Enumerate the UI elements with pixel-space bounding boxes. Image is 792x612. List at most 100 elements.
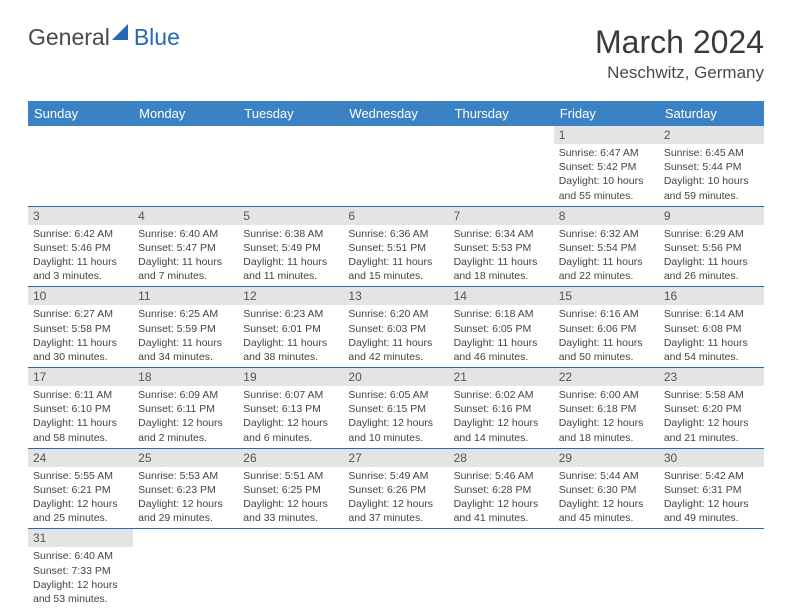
logo: General Blue	[28, 24, 180, 51]
daylight-text-2: and 45 minutes.	[559, 511, 654, 525]
daylight-text-1: Daylight: 12 hours	[138, 416, 233, 430]
daylight-text-1: Daylight: 10 hours	[559, 174, 654, 188]
sunrise-text: Sunrise: 6:23 AM	[243, 307, 338, 321]
daylight-text-2: and 33 minutes.	[243, 511, 338, 525]
day-content: Sunrise: 6:02 AMSunset: 6:16 PMDaylight:…	[449, 386, 554, 448]
sunset-text: Sunset: 6:11 PM	[138, 402, 233, 416]
calendar-day	[343, 126, 448, 206]
day-content: Sunrise: 6:23 AMSunset: 6:01 PMDaylight:…	[238, 305, 343, 367]
sunset-text: Sunset: 6:23 PM	[138, 483, 233, 497]
day-content: Sunrise: 6:29 AMSunset: 5:56 PMDaylight:…	[659, 225, 764, 287]
sunrise-text: Sunrise: 5:49 AM	[348, 469, 443, 483]
day-number: 29	[554, 449, 659, 467]
daylight-text-2: and 59 minutes.	[664, 189, 759, 203]
calendar-day: 1Sunrise: 6:47 AMSunset: 5:42 PMDaylight…	[554, 126, 659, 206]
day-content: Sunrise: 5:46 AMSunset: 6:28 PMDaylight:…	[449, 467, 554, 529]
daylight-text-2: and 22 minutes.	[559, 269, 654, 283]
calendar-day	[343, 529, 448, 609]
day-number: 6	[343, 207, 448, 225]
calendar-day: 7Sunrise: 6:34 AMSunset: 5:53 PMDaylight…	[449, 206, 554, 287]
daylight-text-1: Daylight: 10 hours	[664, 174, 759, 188]
calendar-day	[659, 529, 764, 609]
sunset-text: Sunset: 5:53 PM	[454, 241, 549, 255]
day-header: Thursday	[449, 101, 554, 126]
day-content: Sunrise: 6:38 AMSunset: 5:49 PMDaylight:…	[238, 225, 343, 287]
calendar-table: SundayMondayTuesdayWednesdayThursdayFrid…	[28, 101, 764, 609]
calendar-day: 13Sunrise: 6:20 AMSunset: 6:03 PMDayligh…	[343, 287, 448, 368]
calendar-day: 27Sunrise: 5:49 AMSunset: 6:26 PMDayligh…	[343, 448, 448, 529]
sunset-text: Sunset: 6:20 PM	[664, 402, 759, 416]
day-number: 11	[133, 287, 238, 305]
day-content: Sunrise: 5:55 AMSunset: 6:21 PMDaylight:…	[28, 467, 133, 529]
title-block: March 2024 Neschwitz, Germany	[595, 24, 764, 83]
daylight-text-2: and 11 minutes.	[243, 269, 338, 283]
calendar-body: 1Sunrise: 6:47 AMSunset: 5:42 PMDaylight…	[28, 126, 764, 609]
day-content: Sunrise: 6:32 AMSunset: 5:54 PMDaylight:…	[554, 225, 659, 287]
sunset-text: Sunset: 5:58 PM	[33, 322, 128, 336]
calendar-day: 4Sunrise: 6:40 AMSunset: 5:47 PMDaylight…	[133, 206, 238, 287]
calendar-day: 11Sunrise: 6:25 AMSunset: 5:59 PMDayligh…	[133, 287, 238, 368]
sunset-text: Sunset: 5:42 PM	[559, 160, 654, 174]
sunset-text: Sunset: 5:56 PM	[664, 241, 759, 255]
sunset-text: Sunset: 6:10 PM	[33, 402, 128, 416]
calendar-day: 22Sunrise: 6:00 AMSunset: 6:18 PMDayligh…	[554, 368, 659, 449]
daylight-text-2: and 38 minutes.	[243, 350, 338, 364]
sunset-text: Sunset: 6:16 PM	[454, 402, 549, 416]
sunset-text: Sunset: 5:54 PM	[559, 241, 654, 255]
day-content: Sunrise: 6:40 AMSunset: 7:33 PMDaylight:…	[28, 547, 133, 609]
day-number: 27	[343, 449, 448, 467]
day-content: Sunrise: 6:18 AMSunset: 6:05 PMDaylight:…	[449, 305, 554, 367]
daylight-text-1: Daylight: 12 hours	[33, 497, 128, 511]
day-header: Wednesday	[343, 101, 448, 126]
sunset-text: Sunset: 5:51 PM	[348, 241, 443, 255]
day-content: Sunrise: 6:27 AMSunset: 5:58 PMDaylight:…	[28, 305, 133, 367]
daylight-text-2: and 7 minutes.	[138, 269, 233, 283]
daylight-text-1: Daylight: 11 hours	[559, 255, 654, 269]
sunrise-text: Sunrise: 5:55 AM	[33, 469, 128, 483]
sunset-text: Sunset: 6:06 PM	[559, 322, 654, 336]
sunrise-text: Sunrise: 6:16 AM	[559, 307, 654, 321]
calendar-day	[554, 529, 659, 609]
day-number: 1	[554, 126, 659, 144]
calendar-day: 6Sunrise: 6:36 AMSunset: 5:51 PMDaylight…	[343, 206, 448, 287]
calendar-day: 25Sunrise: 5:53 AMSunset: 6:23 PMDayligh…	[133, 448, 238, 529]
calendar-day: 5Sunrise: 6:38 AMSunset: 5:49 PMDaylight…	[238, 206, 343, 287]
calendar-day: 24Sunrise: 5:55 AMSunset: 6:21 PMDayligh…	[28, 448, 133, 529]
day-number: 9	[659, 207, 764, 225]
calendar-day	[133, 529, 238, 609]
sunrise-text: Sunrise: 6:34 AM	[454, 227, 549, 241]
sunrise-text: Sunrise: 6:29 AM	[664, 227, 759, 241]
sunrise-text: Sunrise: 6:25 AM	[138, 307, 233, 321]
sunrise-text: Sunrise: 6:18 AM	[454, 307, 549, 321]
daylight-text-1: Daylight: 12 hours	[559, 416, 654, 430]
sunset-text: Sunset: 6:13 PM	[243, 402, 338, 416]
sunset-text: Sunset: 6:05 PM	[454, 322, 549, 336]
calendar-day	[449, 529, 554, 609]
sunset-text: Sunset: 6:26 PM	[348, 483, 443, 497]
sunrise-text: Sunrise: 6:00 AM	[559, 388, 654, 402]
calendar-day: 18Sunrise: 6:09 AMSunset: 6:11 PMDayligh…	[133, 368, 238, 449]
daylight-text-2: and 42 minutes.	[348, 350, 443, 364]
daylight-text-2: and 53 minutes.	[33, 592, 128, 606]
daylight-text-1: Daylight: 11 hours	[33, 416, 128, 430]
day-content: Sunrise: 6:40 AMSunset: 5:47 PMDaylight:…	[133, 225, 238, 287]
sunset-text: Sunset: 6:31 PM	[664, 483, 759, 497]
daylight-text-1: Daylight: 12 hours	[559, 497, 654, 511]
sunrise-text: Sunrise: 6:38 AM	[243, 227, 338, 241]
day-content: Sunrise: 6:25 AMSunset: 5:59 PMDaylight:…	[133, 305, 238, 367]
calendar-week: 10Sunrise: 6:27 AMSunset: 5:58 PMDayligh…	[28, 287, 764, 368]
header: General Blue March 2024 Neschwitz, Germa…	[28, 24, 764, 83]
daylight-text-2: and 34 minutes.	[138, 350, 233, 364]
daylight-text-1: Daylight: 11 hours	[664, 336, 759, 350]
day-number: 31	[28, 529, 133, 547]
sunrise-text: Sunrise: 6:05 AM	[348, 388, 443, 402]
calendar-day: 3Sunrise: 6:42 AMSunset: 5:46 PMDaylight…	[28, 206, 133, 287]
day-number: 15	[554, 287, 659, 305]
day-content: Sunrise: 5:42 AMSunset: 6:31 PMDaylight:…	[659, 467, 764, 529]
daylight-text-2: and 46 minutes.	[454, 350, 549, 364]
daylight-text-1: Daylight: 12 hours	[243, 497, 338, 511]
calendar-day: 15Sunrise: 6:16 AMSunset: 6:06 PMDayligh…	[554, 287, 659, 368]
daylight-text-2: and 15 minutes.	[348, 269, 443, 283]
sunrise-text: Sunrise: 6:09 AM	[138, 388, 233, 402]
day-number: 17	[28, 368, 133, 386]
